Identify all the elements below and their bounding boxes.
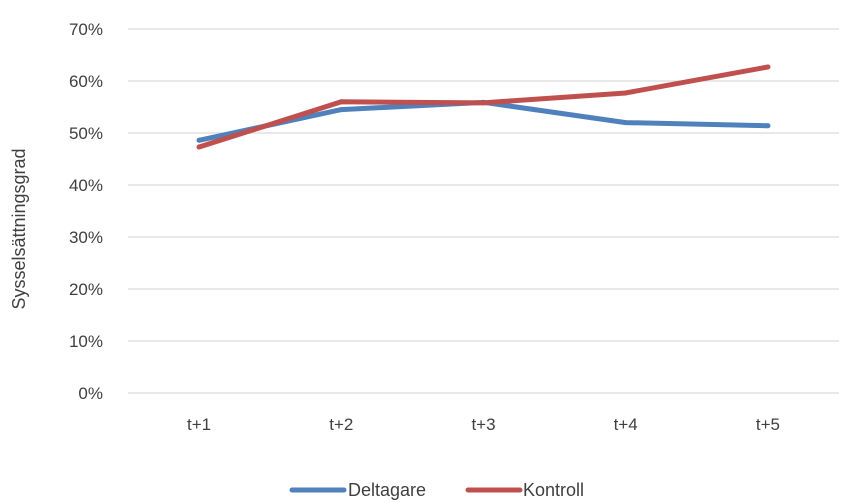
legend-label: Kontroll <box>523 480 584 500</box>
data-point-deltagare <box>338 107 344 113</box>
legend-item-kontroll: Kontroll <box>465 480 584 500</box>
series-line-kontroll <box>196 64 771 150</box>
x-tick-label: t+4 <box>614 415 638 434</box>
data-point-kontroll <box>196 144 202 150</box>
y-tick-label: 10% <box>69 332 103 351</box>
y-tick-label: 50% <box>69 124 103 143</box>
y-tick-label: 30% <box>69 228 103 247</box>
x-tick-label: t+2 <box>329 415 353 434</box>
y-tick-label: 70% <box>69 20 103 39</box>
data-point-deltagare <box>623 120 629 126</box>
y-tick-label: 20% <box>69 280 103 299</box>
gridlines <box>128 28 839 394</box>
data-point-kontroll <box>481 100 486 106</box>
x-axis-ticks: t+1 t+2 t+3 t+4 t+5 <box>187 415 780 434</box>
data-point-kontroll <box>623 90 629 96</box>
data-point-kontroll <box>765 64 771 70</box>
legend-item-deltagare: Deltagare <box>289 480 426 500</box>
x-tick-label: t+1 <box>187 415 211 434</box>
y-axis-ticks: 0% 10% 20% 30% 40% 50% 60% 70% <box>69 20 103 403</box>
y-tick-label: 60% <box>69 72 103 91</box>
legend-label: Deltagare <box>348 480 426 500</box>
data-point-deltagare <box>765 123 771 129</box>
data-point-deltagare <box>196 137 202 143</box>
x-tick-label: t+3 <box>471 415 495 434</box>
y-tick-label: 40% <box>69 176 103 195</box>
x-tick-label: t+5 <box>756 415 780 434</box>
y-axis-label: Sysselsättningsgrad <box>9 148 29 309</box>
legend: Deltagare Kontroll <box>289 480 584 500</box>
series-lines <box>196 64 771 150</box>
data-point-kontroll <box>338 99 344 105</box>
y-tick-label: 0% <box>78 384 103 403</box>
